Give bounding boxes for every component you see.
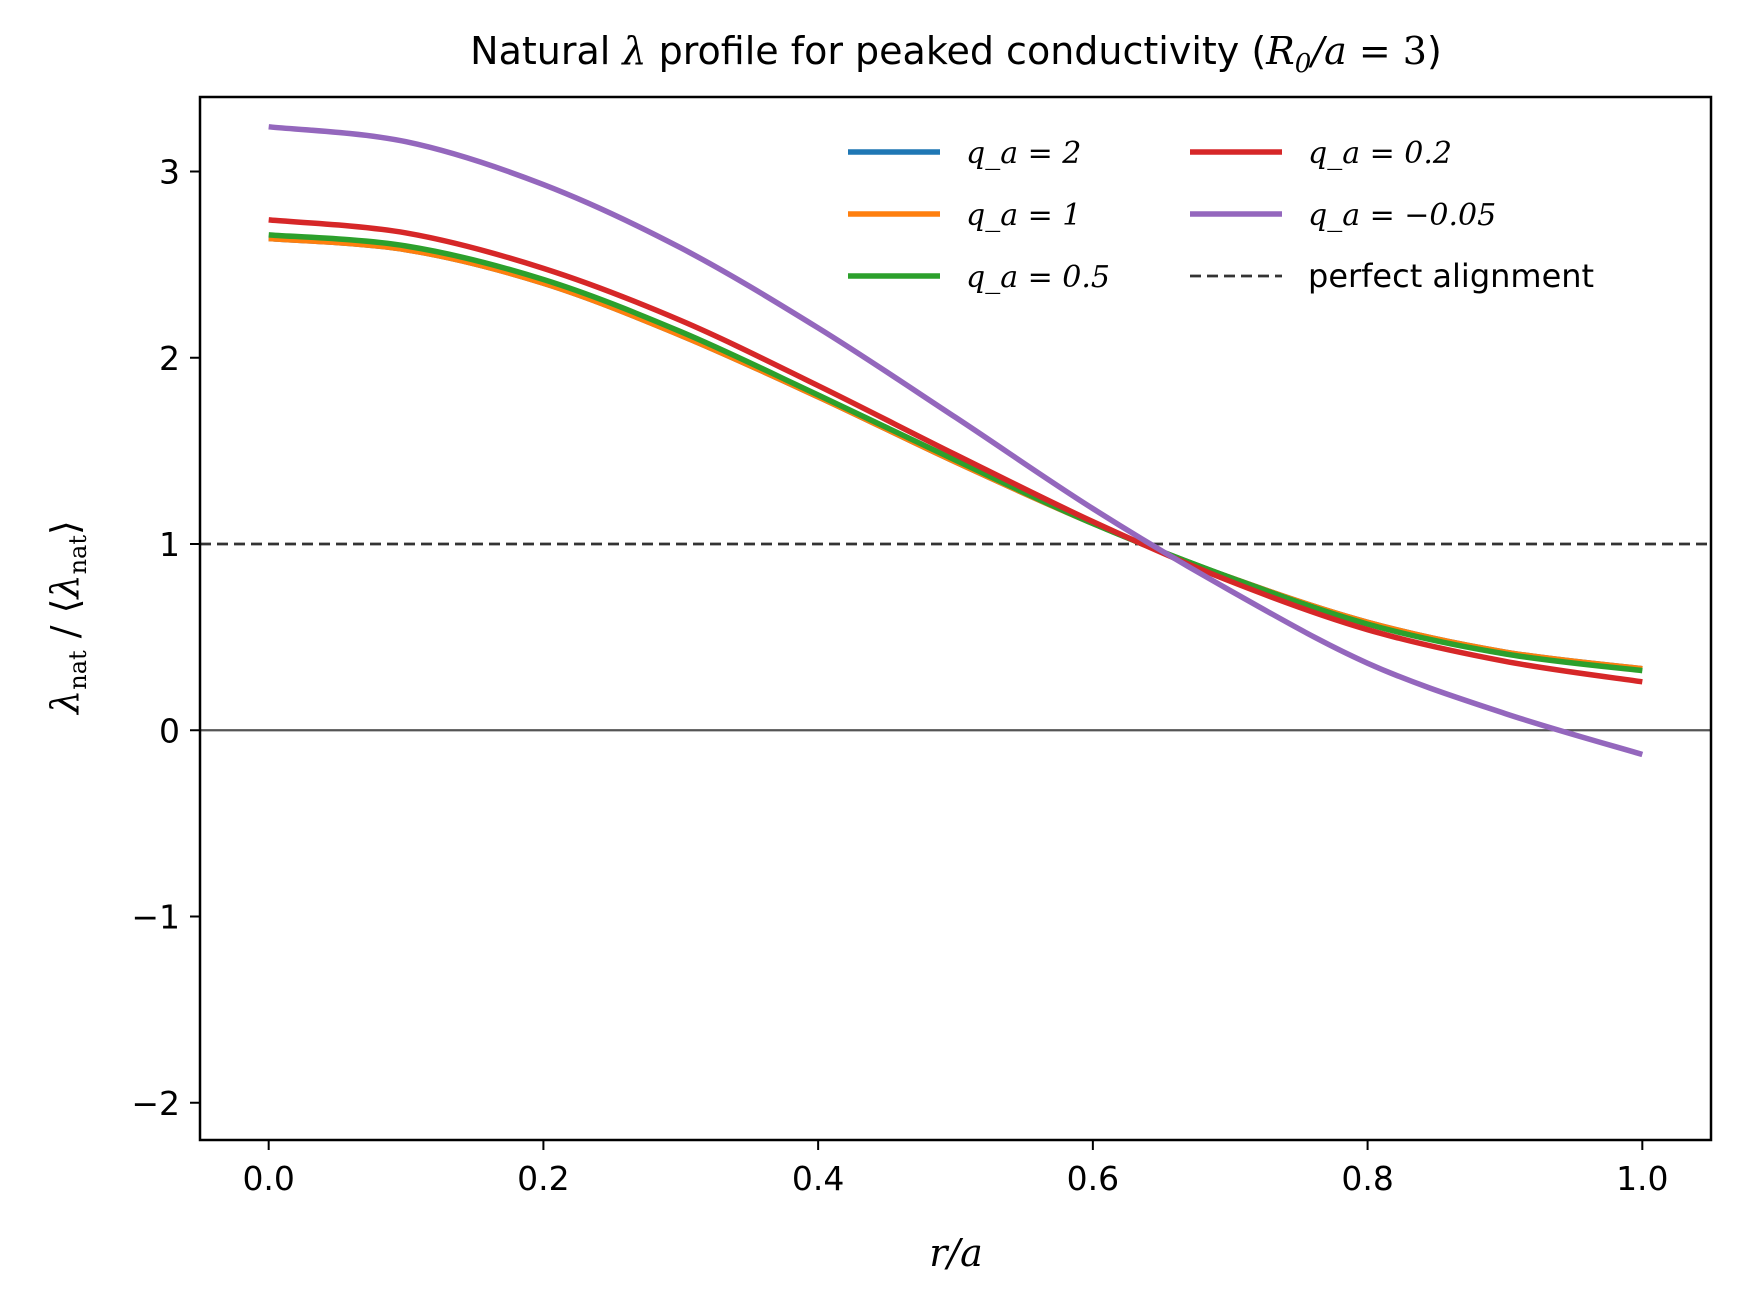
legend-label: q_a = 0.5 (966, 260, 1110, 295)
x-tick-label: 0.8 (1341, 1159, 1393, 1198)
series-line-4 (268, 217, 1643, 685)
x-tick-label: 0.4 (792, 1159, 844, 1198)
legend-label: q_a = 1 (966, 198, 1081, 233)
x-tick-label: 1.0 (1616, 1159, 1668, 1198)
series-line-5 (268, 124, 1644, 758)
legend-label: perfect alignment (1308, 257, 1594, 295)
legend-label: q_a = 0.2 (1308, 136, 1452, 171)
y-tick-label: 1 (159, 525, 180, 564)
series-line-3 (268, 232, 1643, 674)
plot-frame (198, 95, 1713, 1142)
chart-title: Natural λ profile for peaked conductivit… (470, 29, 1442, 79)
y-tick-label: 3 (159, 153, 180, 192)
x-tick-label: 0.0 (242, 1159, 294, 1198)
legend-label: q_a = −0.05 (1308, 198, 1496, 233)
x-axis-label: r/a (929, 1231, 983, 1275)
y-tick-label: 0 (159, 711, 180, 750)
svg-text:λnat / ⟨λnat⟩: λnat / ⟨λnat⟩ (43, 520, 92, 716)
y-axis-label: λnat / ⟨λnat⟩ (43, 520, 92, 716)
y-tick-label: −1 (131, 898, 180, 937)
y-tick-label: 2 (159, 339, 180, 378)
legend-label: q_a = 2 (966, 136, 1081, 171)
legend: q_a = 2 q_a = 1 q_a = 0.5 q_a = 0.2 q_a = −0… (848, 136, 1594, 295)
y-tick-label: −2 (131, 1084, 180, 1123)
x-tick-label: 0.2 (517, 1159, 569, 1198)
x-tick-label: 0.6 (1067, 1159, 1119, 1198)
